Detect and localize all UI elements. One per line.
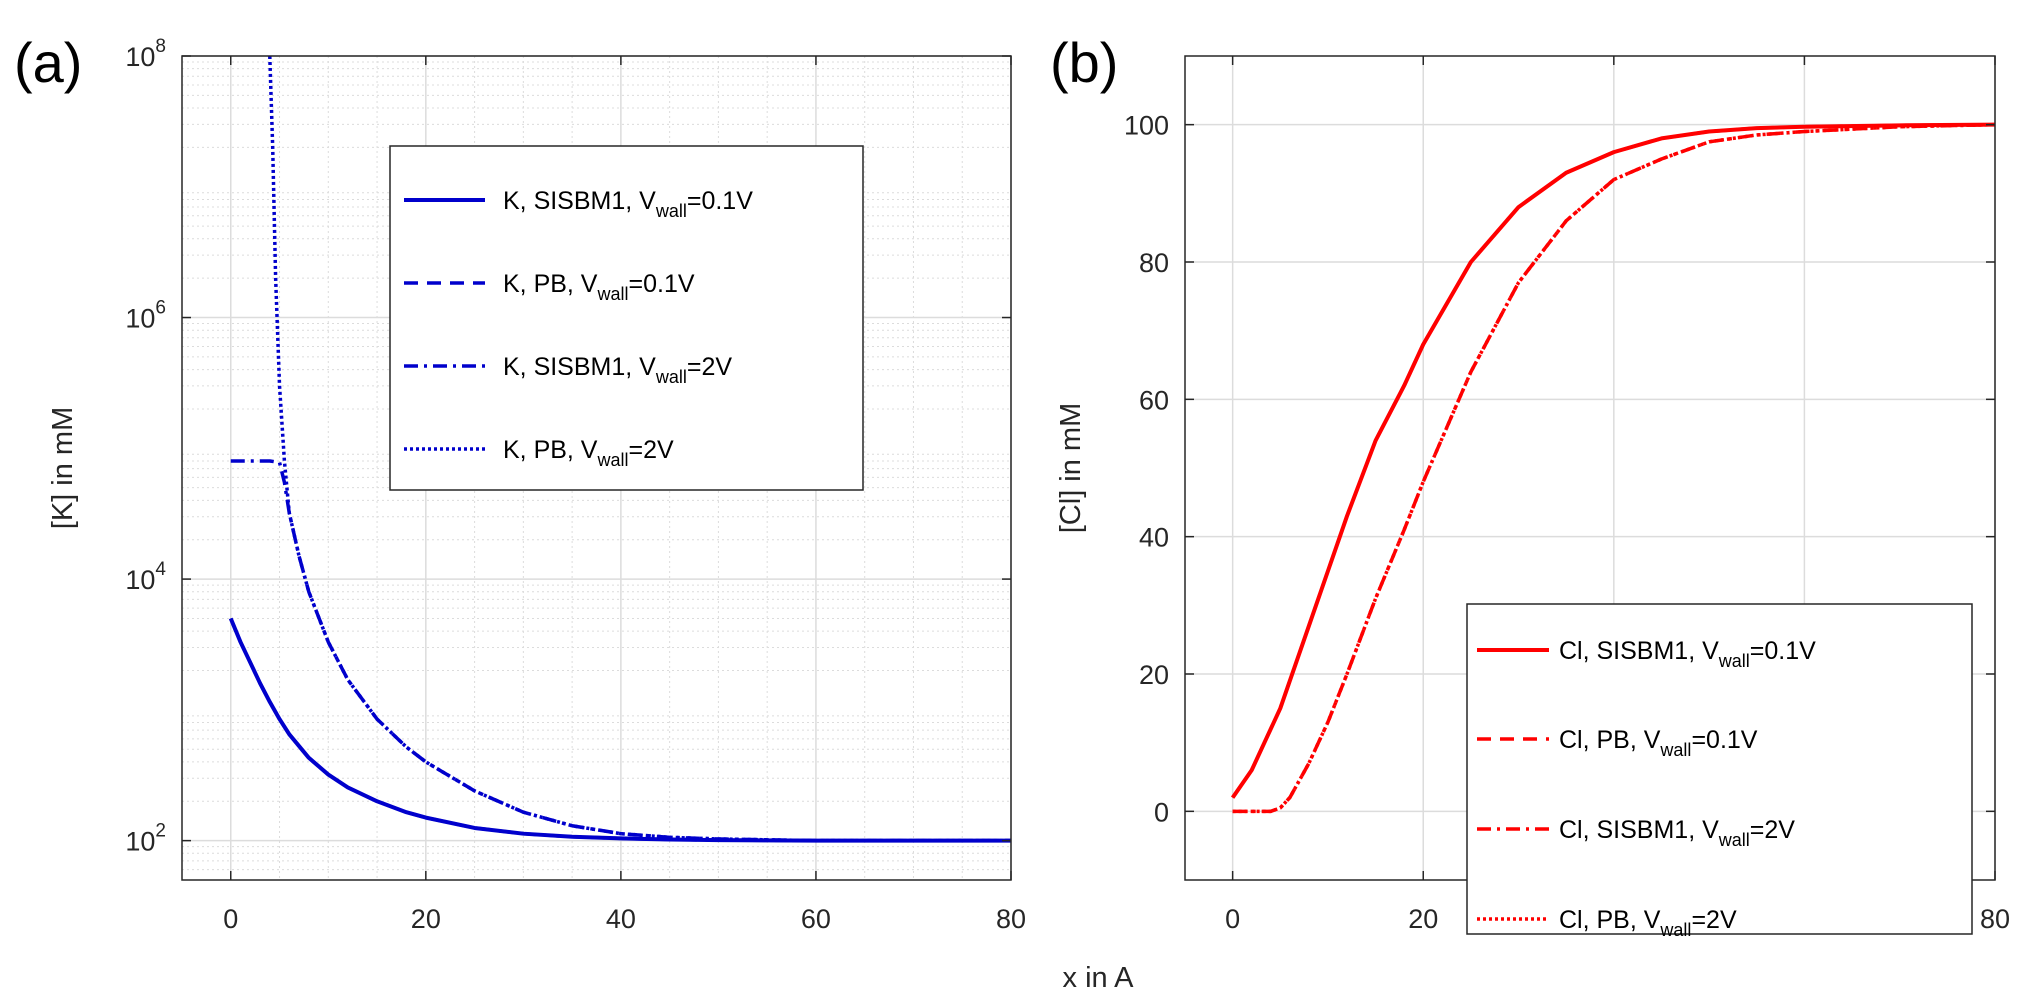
legend-entry-prefix: K, SISBM1, V [503,353,656,381]
legend-entry-suffix: =2V [687,353,733,381]
x-tick-label: 40 [606,904,636,934]
legend-entry-suffix: =0.1V [1691,726,1757,754]
panel-label: (b) [1050,31,1118,94]
legend-entry-suffix: =0.1V [629,270,695,298]
legend-entry-suffix: =2V [1691,906,1737,934]
x-tick-label: 20 [411,904,441,934]
y-tick-base: 10 [125,42,155,72]
y-tick-label: 0 [1154,797,1169,827]
legend-entry-suffix: =2V [1750,816,1796,844]
legend-box [389,145,864,491]
y-tick-label: 104 [125,559,166,595]
legend-entry: Cl, SISBM1, Vwall=0.1V [1559,637,1816,671]
legend-entry-subscript: wall [1718,651,1750,671]
series-line-dotted [268,56,1011,843]
legend-entry: K, PB, Vwall=0.1V [503,270,695,304]
axes-box [181,55,1012,881]
y-axis-label: [Cl] in mM [1055,403,1087,534]
x-axis-label: x in A [1063,962,1135,994]
legend-entry-prefix: Cl, PB, V [1559,726,1661,754]
y-tick-label: 60 [1139,385,1169,415]
legend-entry-subscript: wall [655,367,687,387]
panel-label: (a) [14,31,82,94]
legend-entry-prefix: Cl, PB, V [1559,906,1661,934]
legend-entry-prefix: Cl, SISBM1, V [1559,637,1719,665]
y-axis-label: [K] in mM [47,407,79,529]
panel-b: 020406080020406080100[Cl] in mM(b)Cl, SI… [1050,31,2010,940]
series-group [228,56,1011,843]
series-line-dashed [1231,122,1995,799]
y-tick-exponent: 8 [155,36,166,57]
legend-entry-subscript: wall [1659,740,1691,760]
y-tick-base: 10 [125,304,155,334]
series-group [1231,122,1995,814]
legend-entry-subscript: wall [655,201,687,221]
legend-entry-prefix: K, PB, V [503,270,598,298]
legend-entry-suffix: =2V [629,436,675,464]
series-line-dotted [1232,122,1995,814]
legend-entry: K, SISBM1, Vwall=2V [503,353,732,387]
legend-entry-subscript: wall [596,284,628,304]
legend-entry-subscript: wall [1718,830,1750,850]
legend-entry-subscript: wall [596,450,628,470]
legend-entry-suffix: =0.1V [1750,637,1816,665]
legend-entry-prefix: K, PB, V [503,436,598,464]
y-tick-base: 10 [125,565,155,595]
legend-entry-suffix: =0.1V [687,187,753,215]
legend-entry-subscript: wall [1659,920,1691,940]
y-tick-label: 80 [1139,248,1169,278]
legend-entry: K, SISBM1, Vwall=0.1V [503,187,753,221]
legend-entry: Cl, PB, Vwall=0.1V [1559,726,1758,760]
y-tick-label: 40 [1139,523,1169,553]
x-tick-label: 80 [996,904,1026,934]
legend-entry-prefix: K, SISBM1, V [503,187,656,215]
legend-entry-prefix: Cl, SISBM1, V [1559,816,1719,844]
y-tick-label: 20 [1139,660,1169,690]
legend-entry: K, PB, Vwall=2V [503,436,674,470]
legend: K, SISBM1, Vwall=0.1VK, PB, Vwall=0.1VK,… [389,145,864,491]
y-tick-exponent: 4 [155,559,166,580]
x-tick-label: 0 [223,904,238,934]
legend-box [1466,603,1973,935]
legend-entry: Cl, PB, Vwall=2V [1559,906,1737,940]
y-tick-label: 100 [1124,111,1169,141]
x-tick-label: 0 [1225,904,1240,934]
y-tick-label: 106 [125,298,166,334]
y-tick-label: 108 [125,36,166,72]
y-tick-exponent: 6 [155,298,166,319]
y-tick-exponent: 2 [155,821,166,842]
x-tick-label: 20 [1408,904,1438,934]
x-tick-label: 60 [801,904,831,934]
x-tick-label: 80 [1980,904,2010,934]
legend-entry: Cl, SISBM1, Vwall=2V [1559,816,1795,850]
y-tick-base: 10 [125,827,155,857]
y-tick-label: 102 [125,821,166,857]
